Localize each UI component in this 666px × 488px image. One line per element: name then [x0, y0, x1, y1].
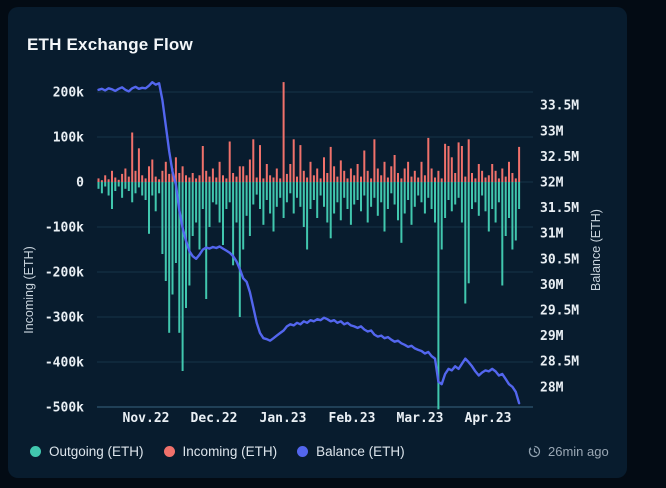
legend-label: Incoming (ETH) — [182, 444, 278, 459]
right-axis-tick: 33M — [540, 124, 564, 139]
right-axis-tick: 28M — [540, 380, 564, 395]
right-axis-title: Balance (ETH) — [589, 209, 603, 291]
left-axis-tick: -300k — [45, 311, 84, 326]
right-axis-tick: 31.5M — [540, 201, 579, 216]
incoming-bars — [97, 82, 521, 183]
legend-label: Balance (ETH) — [316, 444, 405, 459]
left-axis-tick: -500k — [45, 401, 84, 416]
right-axis-tick: 29M — [540, 329, 564, 344]
x-axis-tick: Feb.23 — [329, 411, 376, 426]
outgoing-dot-icon — [30, 446, 41, 457]
incoming-dot-icon — [163, 446, 175, 457]
balance-line — [97, 80, 521, 405]
x-axis-tick: Jan.23 — [260, 411, 307, 426]
x-axis-tick: Dec.22 — [191, 411, 238, 426]
legend-item-incoming[interactable]: Incoming (ETH) — [163, 444, 278, 459]
legend-item-balance[interactable]: Balance (ETH) — [297, 444, 405, 459]
right-axis-tick: 30M — [540, 278, 564, 293]
left-axis-tick: 0 — [76, 176, 84, 191]
chart-card — [8, 7, 627, 478]
left-axis-tick: -200k — [45, 266, 84, 281]
left-axis-title: Incoming (ETH) — [22, 246, 36, 334]
x-axis-tick: Nov.22 — [123, 411, 170, 426]
legend-label: Outgoing (ETH) — [49, 444, 144, 459]
left-axis-tick: 100k — [53, 131, 84, 146]
right-axis-tick: 28.5M — [540, 355, 579, 370]
right-axis-tick: 29.5M — [540, 304, 579, 319]
right-axis-tick: 32.5M — [540, 150, 579, 165]
left-axis-tick: 200k — [53, 86, 84, 101]
left-axis-tick: -100k — [45, 221, 84, 236]
last-updated-text: 26min ago — [548, 444, 609, 459]
right-axis-tick: 32M — [540, 176, 564, 191]
last-updated: 26min ago — [527, 444, 609, 459]
right-axis-tick: 30.5M — [540, 252, 579, 267]
x-axis-tick: Apr.23 — [465, 411, 512, 426]
page-title: ETH Exchange Flow — [27, 35, 193, 54]
right-axis-tick: 33.5M — [540, 99, 579, 114]
x-axis-tick: Mar.23 — [397, 411, 444, 426]
left-axis-tick: -400k — [45, 356, 84, 371]
legend: Outgoing (ETH) Incoming (ETH) Balance (E… — [30, 444, 405, 459]
right-axis-tick: 31M — [540, 227, 564, 242]
legend-item-outgoing[interactable]: Outgoing (ETH) — [30, 444, 144, 459]
history-clock-icon — [528, 445, 541, 458]
balance-dot-icon — [297, 446, 309, 457]
outgoing-bars — [97, 182, 521, 410]
